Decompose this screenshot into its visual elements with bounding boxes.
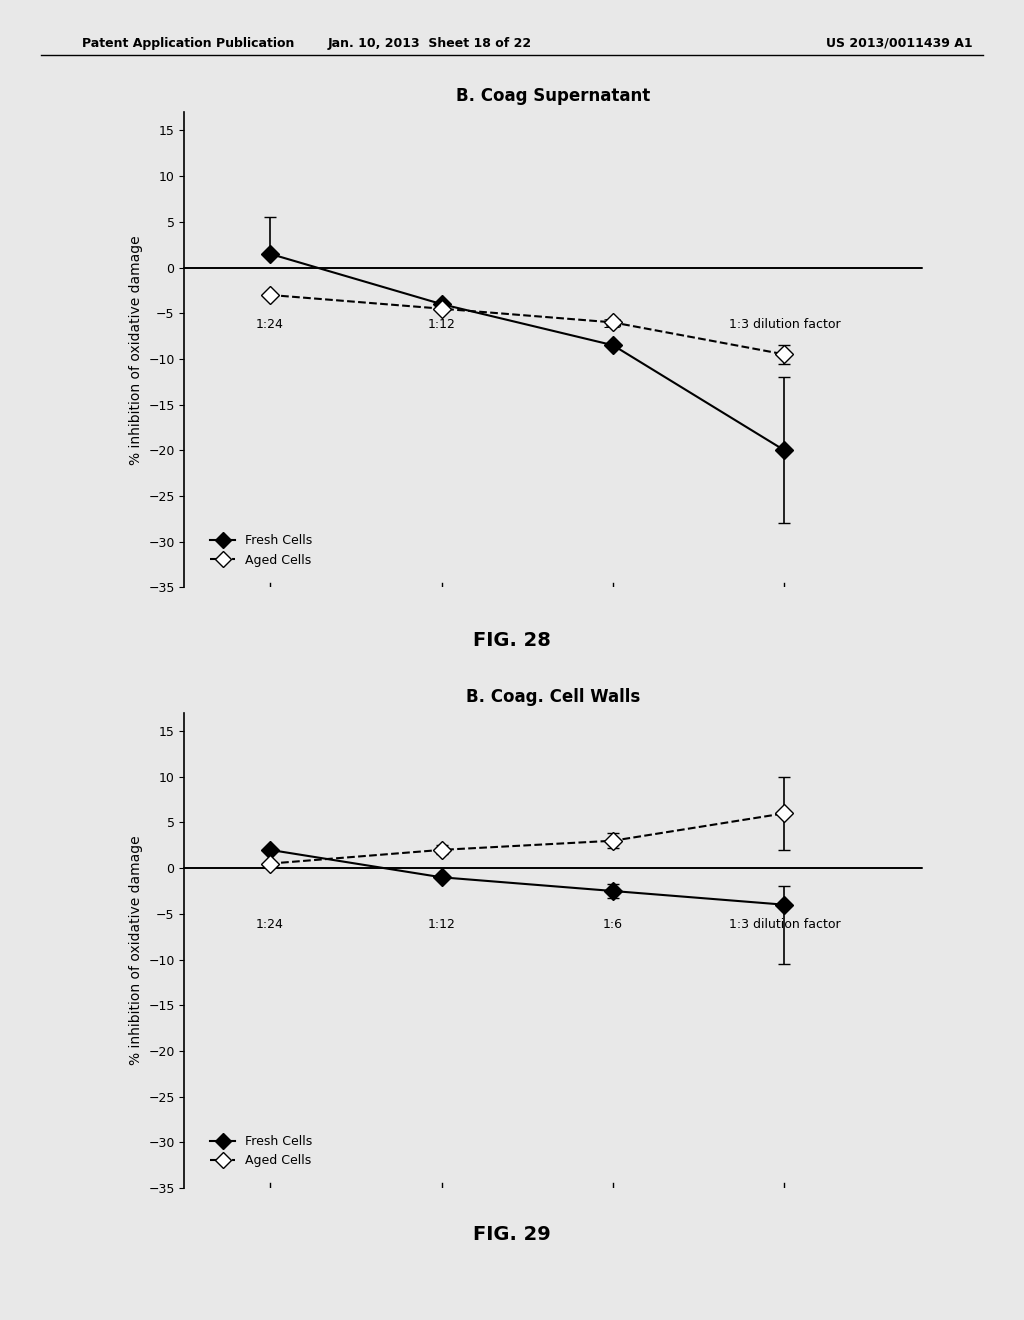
Text: 1:6: 1:6 (603, 318, 623, 331)
Text: 1:6: 1:6 (603, 919, 623, 932)
Legend: Fresh Cells, Aged Cells: Fresh Cells, Aged Cells (206, 1130, 317, 1172)
Text: 1:12: 1:12 (428, 919, 456, 932)
Text: FIG. 28: FIG. 28 (473, 631, 551, 649)
Title: B. Coag. Cell Walls: B. Coag. Cell Walls (466, 688, 640, 706)
Text: 1:12: 1:12 (428, 318, 456, 331)
Text: Patent Application Publication: Patent Application Publication (82, 37, 294, 50)
Text: Jan. 10, 2013  Sheet 18 of 22: Jan. 10, 2013 Sheet 18 of 22 (328, 37, 532, 50)
Text: 1:3 dilution factor: 1:3 dilution factor (729, 318, 841, 331)
Text: US 2013/0011439 A1: US 2013/0011439 A1 (826, 37, 973, 50)
Y-axis label: % inhibition of oxidative damage: % inhibition of oxidative damage (129, 235, 142, 465)
Text: 1:24: 1:24 (256, 318, 284, 331)
Legend: Fresh Cells, Aged Cells: Fresh Cells, Aged Cells (206, 529, 317, 572)
Text: 1:3 dilution factor: 1:3 dilution factor (729, 919, 841, 932)
Text: FIG. 29: FIG. 29 (473, 1225, 551, 1243)
Text: 1:24: 1:24 (256, 919, 284, 932)
Y-axis label: % inhibition of oxidative damage: % inhibition of oxidative damage (129, 836, 142, 1065)
Title: B. Coag Supernatant: B. Coag Supernatant (456, 87, 650, 106)
